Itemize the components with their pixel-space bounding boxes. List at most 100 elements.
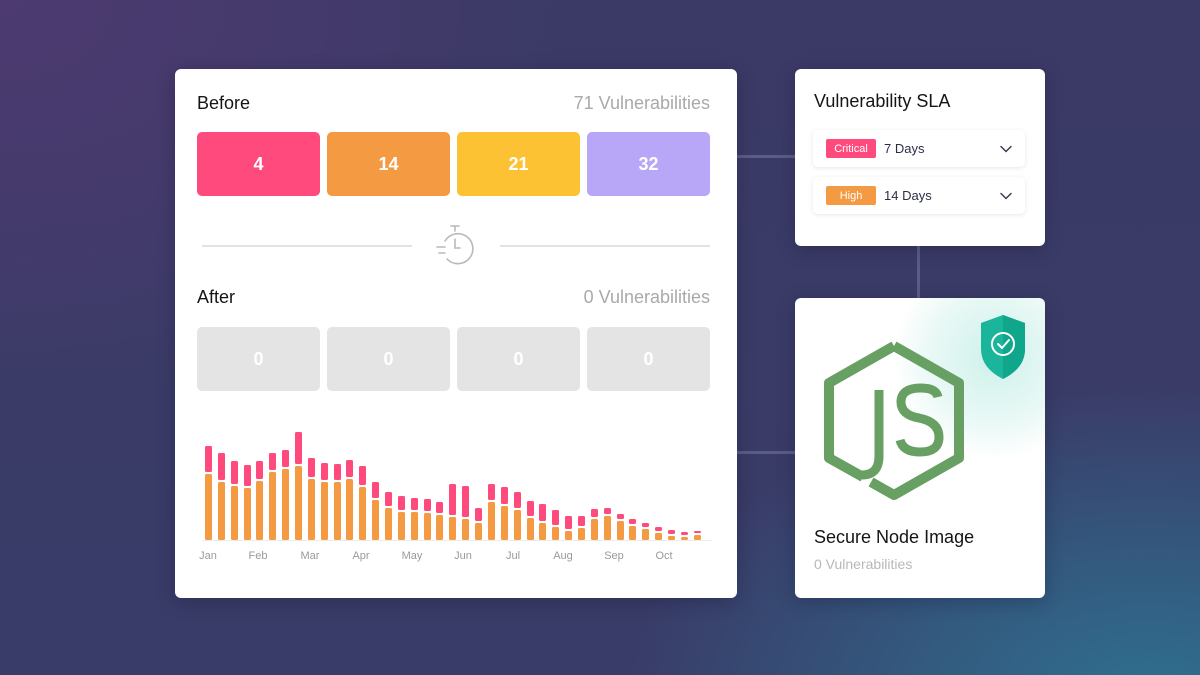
bar-segment-critical [449, 484, 457, 515]
chart-baseline [202, 540, 712, 541]
bar-segment-high [629, 526, 637, 540]
bar-segment-high [436, 515, 444, 540]
bar-segment-high [500, 506, 508, 540]
bar-segment-critical [372, 482, 380, 498]
bar-segment-high [590, 519, 598, 540]
bar-segment-critical [629, 519, 637, 524]
bar-segment-critical [385, 492, 393, 506]
bar-segment-critical [397, 496, 405, 510]
critical-sla-value: 7 Days [884, 141, 925, 156]
connector-line [917, 246, 920, 298]
bar-segment-critical [423, 499, 431, 511]
bar-segment-critical [487, 484, 495, 500]
bar-segment-high [320, 482, 328, 540]
month-label: Jul [505, 550, 521, 562]
sla-title: Vulnerability SLA [814, 91, 951, 111]
bar-segment-high [475, 523, 483, 540]
bar-segment-high [282, 469, 290, 540]
bar-segment-high [359, 487, 367, 540]
before-critical-tile[interactable]: 4 [197, 132, 320, 196]
bar-segment-critical [217, 453, 225, 480]
bar-segment-critical [243, 465, 251, 486]
before-title: Before [197, 93, 251, 113]
sla-critical-select[interactable]: Critical 7 Days [813, 130, 1025, 167]
before-header: Before 71 Vulnerabilities [197, 93, 710, 114]
month-label: Sep [604, 550, 624, 562]
month-label: Jan [199, 550, 217, 562]
bar-segment-critical [655, 527, 663, 531]
bar-segment-high [642, 529, 650, 540]
month-label: May [401, 550, 423, 562]
bar-segment-high [616, 521, 624, 540]
bar-segment-high [410, 512, 418, 540]
bar-segment-high [462, 519, 470, 540]
before-tiles: 4 14 21 32 [197, 132, 710, 196]
bar-segment-critical [616, 514, 624, 519]
bar-segment-critical [577, 516, 585, 526]
after-high-tile[interactable]: 0 [327, 327, 450, 391]
bar-segment-critical [205, 446, 212, 472]
bar-segment-critical [667, 530, 675, 534]
after-critical-tile[interactable]: 0 [197, 327, 320, 391]
bar-segment-high [565, 531, 573, 540]
month-label: Oct [655, 550, 673, 562]
month-label: Apr [352, 550, 370, 562]
connector-line [737, 155, 795, 158]
sla-high-select[interactable]: High 14 Days [813, 177, 1025, 214]
bar-segment-high [372, 500, 380, 540]
bar-segment-high [333, 482, 341, 540]
secure-node-image-card[interactable]: Secure Node Image 0 Vulnerabilities [795, 298, 1045, 598]
before-high-tile[interactable]: 14 [327, 132, 450, 196]
bar-segment-high [655, 533, 663, 540]
bar-segment-high [603, 516, 611, 540]
after-title: After [197, 287, 236, 307]
after-low-tile[interactable]: 0 [587, 327, 710, 391]
bar-segment-critical [693, 531, 701, 533]
bar-segment-high [397, 512, 405, 540]
bar-segment-high [346, 479, 354, 540]
before-medium-tile[interactable]: 21 [457, 132, 580, 196]
bar-segment-critical [526, 501, 534, 516]
critical-badge: Critical [826, 139, 876, 158]
after-count: 0 Vulnerabilities [583, 287, 710, 307]
bar-segment-critical [295, 432, 303, 464]
bar-segment-critical [475, 508, 483, 521]
bar-segment-high [307, 479, 315, 540]
bar-segment-critical [590, 509, 598, 517]
vulnerability-sla-card: Vulnerability SLA Critical 7 Days High 1… [795, 69, 1045, 246]
bar-segment-high [217, 482, 225, 540]
node-image-title: Secure Node Image [814, 527, 975, 547]
bar-segment-critical [513, 492, 521, 508]
bar-segment-high [256, 481, 264, 540]
month-label: Jun [454, 550, 472, 562]
divider-left [202, 245, 412, 247]
bar-segment-critical [282, 450, 290, 467]
bar-segment-critical [603, 508, 611, 514]
vulnerability-comparison-card: Before 71 Vulnerabilities 4 14 21 32 Aft… [175, 69, 737, 598]
chevron-down-icon[interactable] [1000, 145, 1012, 153]
node-image-vulnerability-count: 0 Vulnerabilities [814, 556, 913, 572]
bar-segment-high [449, 517, 457, 540]
bar-segment-critical [565, 516, 573, 529]
bar-segment-critical [680, 532, 688, 535]
connector-line [737, 451, 795, 454]
bar-segment-critical [462, 486, 470, 517]
bar-segment-critical [500, 487, 508, 504]
stopwatch-icon [436, 225, 474, 265]
after-medium-tile[interactable]: 0 [457, 327, 580, 391]
bar-segment-high [295, 466, 303, 540]
bar-segment-critical [307, 458, 315, 477]
bar-segment-high [680, 537, 688, 540]
shield-check-icon [981, 315, 1025, 379]
bar-segment-high [205, 474, 212, 540]
bar-segment-high [230, 486, 238, 540]
bar-segment-critical [642, 523, 650, 527]
nodejs-logo-icon [824, 341, 964, 500]
bar-segment-critical [346, 460, 354, 477]
bar-segment-critical [256, 461, 264, 479]
bar-segment-critical [539, 504, 547, 521]
before-low-tile[interactable]: 32 [587, 132, 710, 196]
bar-segment-high [577, 528, 585, 540]
chevron-down-icon[interactable] [1000, 192, 1012, 200]
bar-segment-high [552, 527, 560, 540]
